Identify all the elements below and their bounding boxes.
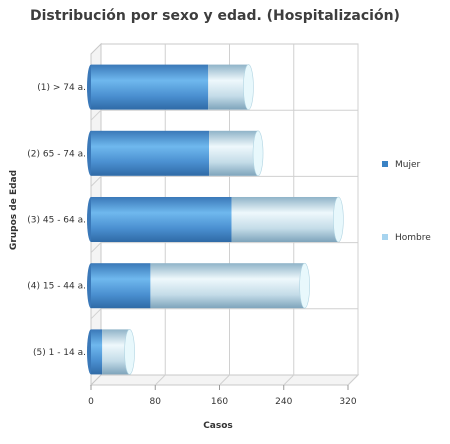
bar-start-cap <box>87 130 91 176</box>
y-axis-title: Grupos de Edad <box>9 170 19 250</box>
x-axis-title: Casos <box>203 421 233 431</box>
bar-end-cap <box>243 64 254 110</box>
x-gridline-floor <box>347 374 359 386</box>
bar-mujer <box>91 263 151 309</box>
bar-start-cap <box>87 329 91 375</box>
bar-mujer <box>91 196 232 243</box>
chart-title: Distribución por sexo y edad. (Hospitali… <box>30 8 400 24</box>
y-tick-label: (5) 1 - 14 a. <box>33 348 86 358</box>
bar-mujer <box>91 64 209 110</box>
y-tick-label: (1) > 74 a. <box>37 83 86 93</box>
y-axis-ticks: (1) > 74 a. (2) 65 - 74 a. (3) 45 - 64 a. (… <box>27 83 86 358</box>
bar-start-cap <box>87 64 91 110</box>
y-gridline-wall <box>90 308 102 320</box>
y-gridline-wall <box>90 109 102 121</box>
x-tick-label: 320 <box>339 397 356 407</box>
bar-mujer <box>91 329 103 375</box>
bar-hombre <box>208 64 249 110</box>
bar-end-cap <box>252 130 264 177</box>
legend-swatch-mujer <box>382 161 388 167</box>
x-gridline-floor <box>283 374 295 386</box>
x-gridline-floor <box>154 374 166 386</box>
x-gridline-floor <box>219 374 230 386</box>
y-gridline-wall <box>90 176 102 187</box>
x-axis-ticks: 0 80 160 240 320 <box>88 385 357 407</box>
bar-mujer <box>91 130 210 176</box>
y-tick-label: (2) 65 - 74 a. <box>27 149 86 159</box>
bars <box>86 64 344 375</box>
x-tick-label: 80 <box>150 397 162 407</box>
legend-swatch-hombre <box>382 234 388 240</box>
legend: Mujer Hombre <box>382 160 431 243</box>
legend-label-mujer: Mujer <box>395 160 421 170</box>
bar-end-cap <box>333 196 344 243</box>
bar-start-cap <box>86 263 91 309</box>
y-gridline-wall <box>90 242 102 253</box>
y-tick-label: (4) 15 - 44 a. <box>27 282 86 292</box>
x-tick-label: 0 <box>88 397 94 407</box>
bar-hombre <box>150 263 305 309</box>
bar-hombre <box>209 130 259 176</box>
y-tick-label: (3) 45 - 64 a. <box>27 216 86 226</box>
legend-label-hombre: Hombre <box>395 233 431 243</box>
bar-end-cap <box>124 329 135 375</box>
bar-start-cap <box>87 196 91 243</box>
bar-end-cap <box>299 262 310 309</box>
bar-hombre <box>231 196 339 243</box>
x-tick-label: 240 <box>275 397 292 407</box>
x-tick-label: 160 <box>211 397 228 407</box>
